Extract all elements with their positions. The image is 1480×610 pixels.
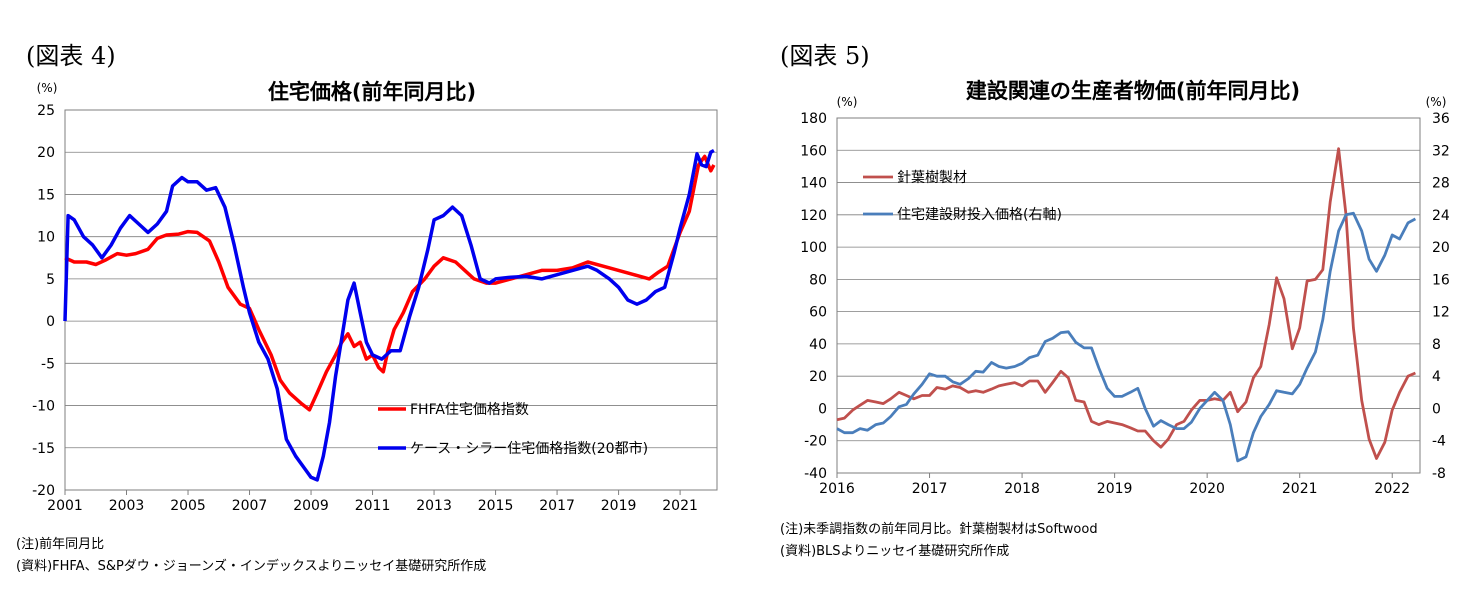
y-tick-label: -10 (32, 399, 55, 415)
legend-label-1: 住宅建設財投入価格(右軸) (897, 207, 1062, 223)
y-tick-label: -15 (32, 441, 55, 457)
y2-tick-label: -4 (1432, 434, 1446, 450)
x-tick-label: 2013 (416, 498, 452, 514)
y-tick-label: 40 (809, 337, 827, 353)
y2-tick-label: 36 (1432, 111, 1450, 127)
figure-5: (図表 5) 建設関連の生産者物価(前年同月比) (%) (%) 180 160 140 1… (760, 0, 1480, 610)
y-tick-label: 180 (800, 111, 827, 127)
x-tick-label: 2001 (47, 498, 83, 514)
y-tick-label: 0 (46, 314, 55, 330)
y2-tick-label: 0 (1432, 401, 1441, 417)
chart-title: 建設関連の生産者物価(前年同月比) (966, 79, 1300, 103)
y-axis-unit: (%) (837, 95, 858, 109)
x-tick-label: 2005 (170, 498, 206, 514)
y2-tick-label: 28 (1432, 176, 1450, 192)
y2-tick-label: 16 (1432, 272, 1450, 288)
x-tick-label: 2021 (1282, 481, 1318, 497)
y-tick-label: -20 (804, 434, 827, 450)
x-tick-label: 2019 (1097, 481, 1133, 497)
x-tick-label: 2022 (1374, 481, 1410, 497)
series-line-1 (63, 148, 715, 482)
figure-5-source: (資料)BLSよりニッセイ基礎研究所作成 (780, 544, 1010, 559)
construction-ppi-chart: 建設関連の生産者物価(前年同月比)(%) (%)18016014012010080… (800, 79, 1450, 497)
x-tick-label: 2021 (662, 498, 698, 514)
y-tick-label: 20 (809, 369, 827, 385)
y2-axis-unit: (%) (1426, 95, 1447, 109)
x-tick-label: 2020 (1189, 481, 1225, 497)
x-tick-label: 2009 (293, 498, 329, 514)
y2-tick-label: 32 (1432, 143, 1450, 159)
y-tick-label: 10 (37, 230, 55, 246)
y-tick-label: 80 (809, 272, 827, 288)
series-line-0 (836, 147, 1416, 460)
y-tick-label: -20 (32, 483, 55, 499)
legend-label-0: FHFA住宅価格指数 (410, 402, 529, 418)
y-tick-label: -5 (41, 356, 55, 372)
x-tick-label: 2019 (601, 498, 637, 514)
y-tick-label: 160 (800, 143, 827, 159)
y-tick-label: 120 (800, 208, 827, 224)
y-tick-label: 60 (809, 305, 827, 321)
y-tick-label: 140 (800, 176, 827, 192)
y-axis-unit: (%) (37, 81, 58, 95)
y2-tick-label: -8 (1432, 466, 1446, 482)
y-tick-label: 25 (37, 103, 55, 119)
y2-tick-label: 12 (1432, 305, 1450, 321)
x-tick-label: 2003 (109, 498, 145, 514)
x-tick-label: 2017 (539, 498, 575, 514)
x-tick-label: 2007 (232, 498, 268, 514)
figure-5-label: (図表 5) (780, 42, 870, 70)
series-line-0 (64, 154, 716, 412)
figure-5-note: (注)未季調指数の前年同月比。針葉樹製材はSoftwood (780, 522, 1098, 537)
y-tick-label: -40 (804, 466, 827, 482)
figure-4-note: (注)前年同月比 (16, 537, 105, 552)
x-tick-label: 2011 (355, 498, 391, 514)
y-tick-label: 20 (37, 145, 55, 161)
plot-frame (836, 117, 1421, 474)
legend-label-0: 針葉樹製材 (897, 170, 967, 186)
y2-tick-label: 20 (1432, 240, 1450, 256)
y-tick-label: 5 (46, 272, 55, 288)
legend-label-1: ケース・シラー住宅価格指数(20都市) (410, 440, 648, 457)
y-tick-label: 100 (800, 240, 827, 256)
y2-tick-label: 4 (1432, 369, 1441, 385)
y-tick-label: 15 (37, 187, 55, 203)
y-tick-label: 0 (818, 401, 827, 417)
series-line-1 (836, 211, 1417, 463)
chart-title: 住宅価格(前年同月比) (268, 80, 476, 104)
figure-4: (図表 4) 住宅価格(前年同月比) (%) 25 20 15 10 5 0 -5 -10 -15-… (16, 42, 718, 574)
x-tick-label: 2016 (819, 481, 855, 497)
figure-4-source: (資料)FHFA、S&Pダウ・ジョーンズ・インデックスよりニッセイ基礎研究所作成 (16, 559, 487, 574)
x-tick-label: 2017 (912, 481, 948, 497)
y2-tick-label: 24 (1432, 208, 1450, 224)
y2-tick-label: 8 (1432, 337, 1441, 353)
plot-frame (64, 109, 718, 491)
figure-4-label: (図表 4) (26, 42, 116, 70)
x-tick-label: 2015 (478, 498, 514, 514)
x-tick-label: 2018 (1004, 481, 1040, 497)
